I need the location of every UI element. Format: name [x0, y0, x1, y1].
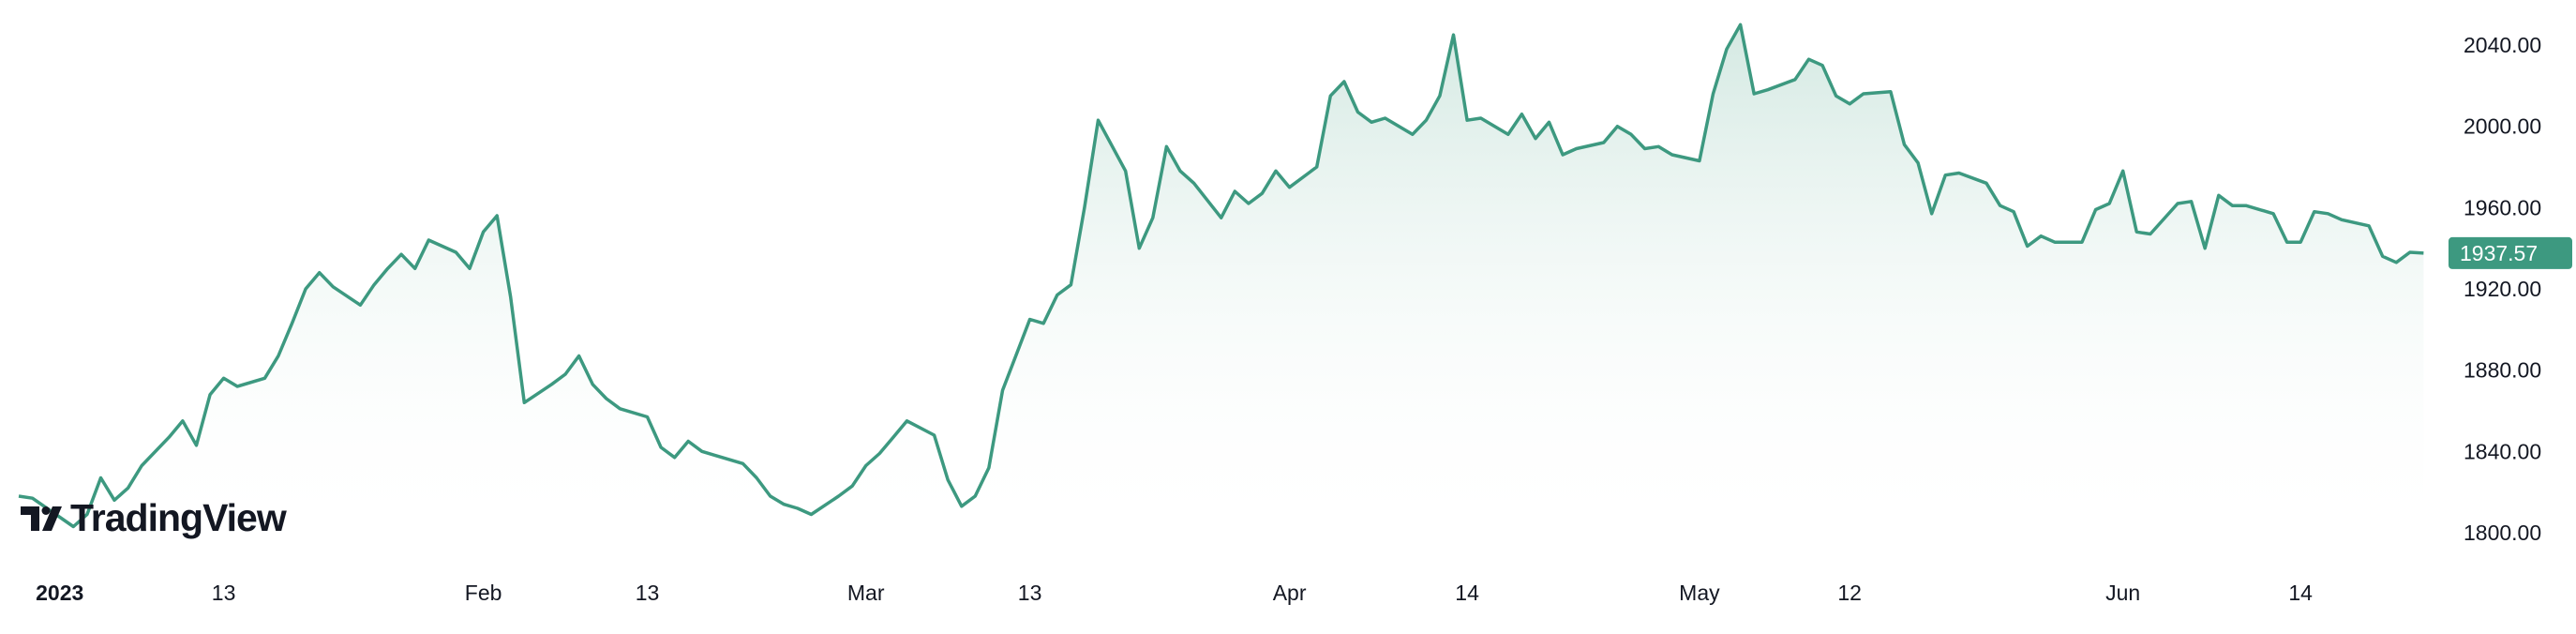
price-tick-label: 2040.00 — [2464, 33, 2541, 57]
time-tick-label: 13 — [636, 581, 660, 605]
price-tick-label: 2000.00 — [2464, 114, 2541, 139]
time-tick-label: Mar — [847, 581, 885, 605]
price-area-fill — [19, 24, 2424, 543]
price-axis: 1800.00 1840.00 1880.00 1920.00 1960.00 2000.… — [2464, 33, 2541, 545]
price-tick-label: 1920.00 — [2464, 277, 2541, 301]
time-tick-label: Apr — [1273, 581, 1307, 605]
price-tick-label: 1800.00 — [2464, 521, 2541, 545]
last-price-badge — [2449, 236, 2572, 269]
tradingview-logo-icon — [21, 506, 62, 531]
time-axis: 2023 13 Feb 13 Mar 13 Apr 14 May 12 Jun 14 — [36, 581, 2313, 605]
price-line — [18, 23, 2424, 529]
last-price-label: 1937.57 — [2449, 236, 2572, 269]
price-tick-label: 1880.00 — [2464, 358, 2541, 383]
time-tick-label: 14 — [2288, 581, 2313, 605]
time-tick-label: 12 — [1837, 581, 1862, 605]
plot-area — [18, 23, 2424, 543]
time-tick-label: 13 — [212, 581, 236, 605]
tradingview-logo-text: TradingView — [70, 496, 287, 539]
time-tick-label: May — [1679, 581, 1720, 605]
time-tick-label: 13 — [1018, 581, 1042, 605]
time-tick-label: Jun — [2105, 581, 2140, 605]
time-tick-label: Feb — [465, 581, 502, 605]
time-tick-label: 2023 — [36, 581, 83, 605]
price-tick-label: 1960.00 — [2464, 195, 2541, 219]
last-price-value: 1937.57 — [2460, 241, 2538, 265]
tradingview-logo[interactable]: TradingView — [21, 496, 288, 539]
price-tick-label: 1840.00 — [2464, 439, 2541, 463]
time-tick-label: 14 — [1455, 581, 1479, 605]
